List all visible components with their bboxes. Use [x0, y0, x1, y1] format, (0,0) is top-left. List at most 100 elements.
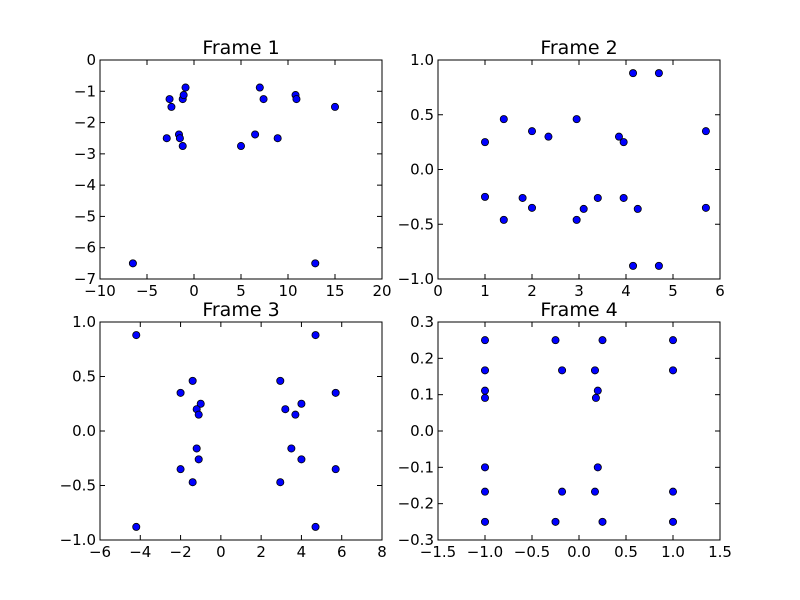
- x-tick-label: −10: [84, 282, 116, 300]
- data-point: [551, 336, 560, 345]
- data-point: [590, 487, 599, 496]
- x-tick-label: 1.0: [661, 543, 685, 561]
- data-point: [654, 261, 663, 270]
- data-point: [558, 487, 567, 496]
- data-point: [311, 522, 320, 531]
- data-point: [629, 69, 638, 78]
- data-point: [255, 83, 264, 92]
- panel-title: Frame 1: [202, 37, 279, 59]
- data-point: [593, 193, 602, 202]
- data-point: [128, 259, 137, 268]
- data-point: [331, 388, 340, 397]
- y-tick-label: 1.0: [72, 313, 96, 331]
- data-point: [614, 132, 623, 141]
- x-tick-label: 6: [337, 543, 347, 561]
- data-point: [551, 517, 560, 526]
- data-point: [558, 366, 567, 375]
- x-tick-label: 5: [236, 282, 246, 300]
- x-tick-label: −1.5: [420, 543, 456, 561]
- y-tick-label: −0.5: [60, 477, 96, 495]
- data-point: [192, 444, 201, 453]
- data-point: [669, 366, 678, 375]
- y-tick-label: −0.3: [398, 531, 434, 549]
- x-tick-label: −2: [170, 543, 192, 561]
- y-tick-label: 0.1: [410, 386, 434, 404]
- data-point: [196, 399, 205, 408]
- data-point: [259, 95, 268, 104]
- data-point: [669, 517, 678, 526]
- x-tick-label: 0: [189, 282, 199, 300]
- data-point: [194, 455, 203, 464]
- y-tick-label: 1.0: [410, 51, 434, 69]
- plot-frame: [99, 59, 383, 280]
- panel-title: Frame 4: [540, 299, 617, 321]
- y-tick-label: 0.0: [410, 422, 434, 440]
- data-point: [633, 204, 642, 213]
- data-point: [188, 376, 197, 385]
- data-point: [176, 465, 185, 474]
- y-tick-label: −0.2: [398, 495, 434, 513]
- x-tick-label: 8: [377, 543, 387, 561]
- data-point: [287, 444, 296, 453]
- data-point: [619, 193, 628, 202]
- y-tick-label: 0.0: [72, 422, 96, 440]
- y-tick-label: −3: [74, 145, 96, 163]
- panel-3: Frame 3 −6 −4 −2 0 2 4 6 8 −1.0 −0.5 0.0 0.5 1.0: [60, 299, 387, 561]
- data-point: [236, 142, 245, 151]
- data-point: [276, 376, 285, 385]
- data-point: [167, 102, 176, 111]
- x-tick-label: 0: [433, 282, 443, 300]
- data-point: [619, 138, 628, 147]
- y-tick-label: −5: [74, 207, 96, 225]
- data-point: [330, 102, 339, 111]
- x-tick-label: 15: [325, 282, 344, 300]
- x-tick-label: 2: [527, 282, 537, 300]
- panel-1: Frame 1−10 −5 0 5 10 15 20−7−6−5−4−3−2−10: [74, 37, 392, 300]
- data-point: [291, 410, 300, 419]
- data-point: [132, 522, 141, 531]
- data-point: [292, 95, 301, 104]
- data-point: [331, 465, 340, 474]
- x-tick-label: 4: [297, 543, 307, 561]
- y-tick-label: 0.3: [410, 313, 434, 331]
- data-point: [593, 463, 602, 472]
- data-point: [629, 261, 638, 270]
- data-point: [480, 386, 489, 395]
- y-tick-label: −0.5: [398, 215, 434, 233]
- data-point: [572, 115, 581, 124]
- y-tick-label: −7: [74, 270, 96, 288]
- y-tick-label: −4: [74, 176, 96, 194]
- plot-frame: [437, 59, 721, 280]
- data-point: [311, 259, 320, 268]
- data-point: [176, 388, 185, 397]
- x-tick-label: −0.5: [514, 543, 550, 561]
- x-tick-label: −5: [136, 282, 158, 300]
- panel-2: Frame 2 0 1 2 3 4 5 6 −1.0 −0.5 0.0 0.5 1.0: [398, 37, 725, 300]
- data-point: [194, 410, 203, 419]
- data-point: [669, 336, 678, 345]
- data-point: [598, 517, 607, 526]
- x-tick-label: 3: [574, 282, 584, 300]
- x-tick-label: 2: [256, 543, 266, 561]
- y-tick-label: −1.0: [398, 270, 434, 288]
- x-tick-label: −1.0: [467, 543, 503, 561]
- data-point: [178, 142, 187, 151]
- x-tick-label: 6: [715, 282, 725, 300]
- data-point: [701, 127, 710, 136]
- y-tick-label: 0.2: [410, 349, 434, 367]
- data-point: [593, 386, 602, 395]
- data-point: [591, 393, 600, 402]
- plot-frame: [99, 321, 383, 541]
- data-point: [165, 95, 174, 104]
- data-point: [480, 366, 489, 375]
- data-point: [480, 463, 489, 472]
- plot-frame: [437, 321, 721, 541]
- data-point: [528, 127, 537, 136]
- y-tick-label: −0.1: [398, 458, 434, 476]
- data-point: [281, 405, 290, 414]
- y-tick-label: 0.0: [410, 161, 434, 179]
- y-tick-label: −1: [74, 82, 96, 100]
- x-tick-label: 1: [480, 282, 490, 300]
- y-tick-label: −6: [74, 239, 96, 257]
